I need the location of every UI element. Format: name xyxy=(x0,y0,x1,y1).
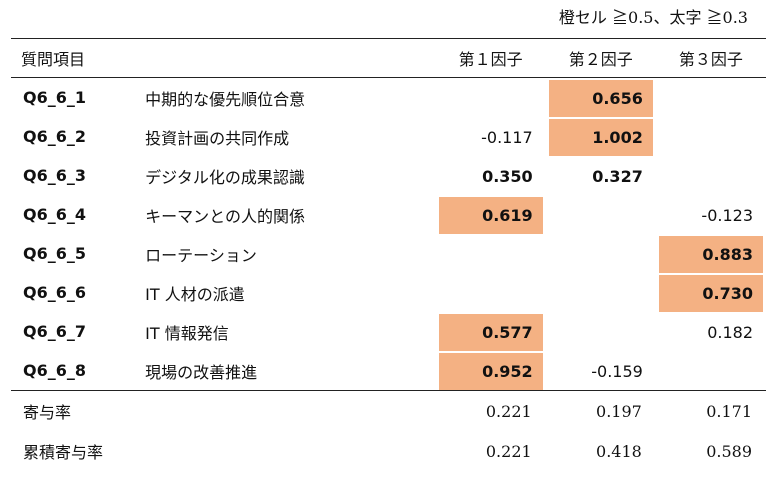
item-label: IT 人材の派遣 xyxy=(145,284,245,304)
header-factor-2: 第２因子 xyxy=(545,38,656,78)
loading-value xyxy=(549,197,653,234)
loading-factor-2: 0.656 xyxy=(546,78,656,118)
table-row: Q6_6_1 中期的な優先順位合意 0.656 xyxy=(11,78,766,118)
table-body: Q6_6_1 中期的な優先順位合意 0.656 Q6_6_2 投資計画の共同作成 -0.1… xyxy=(11,78,766,391)
loading-value: 0.952 xyxy=(438,352,543,390)
header-item: 質問項目 xyxy=(11,38,436,78)
loading-factor-2 xyxy=(546,234,656,273)
item-label: 投資計画の共同作成 xyxy=(145,128,290,148)
summary-row: 寄与率 0.221 0.197 0.171 xyxy=(11,390,766,431)
loading-value: -0.159 xyxy=(591,361,643,381)
item-code: Q6_6_6 xyxy=(23,283,86,302)
loading-value xyxy=(549,236,653,273)
table-row: Q6_6_2 投資計画の共同作成 -0.117 1.002 xyxy=(11,117,766,156)
loading-factor-2: 1.002 xyxy=(546,117,656,156)
loading-value: -0.117 xyxy=(481,127,533,147)
item-label: デジタル化の成果認識 xyxy=(145,167,305,187)
loading-factor-1: 0.577 xyxy=(436,312,546,351)
loading-value: 1.002 xyxy=(548,118,653,156)
loading-value: 0.730 xyxy=(658,274,763,312)
item-label: 現場の改善推進 xyxy=(145,362,258,382)
item-code: Q6_6_5 xyxy=(23,244,86,263)
summary-value-factor-1: 0.221 xyxy=(435,390,546,431)
summary-label: 累積寄与率 xyxy=(23,443,104,462)
summary-value-factor-2: 0.418 xyxy=(596,441,642,461)
loading-value: 0.182 xyxy=(707,322,753,342)
summary-row: 累積寄与率 0.221 0.418 0.589 xyxy=(11,431,766,471)
loading-factor-3 xyxy=(656,351,766,391)
loading-value: 0.327 xyxy=(592,166,643,186)
header-factor-1: 第１因子 xyxy=(435,38,546,78)
table-row: Q6_6_4 キーマンとの人的関係 0.619 -0.123 xyxy=(11,195,766,234)
item-code: Q6_6_3 xyxy=(23,166,86,185)
header-row: 質問項目 第１因子 第２因子 第３因子 xyxy=(11,38,766,78)
loading-value xyxy=(659,158,763,195)
loading-value: 0.883 xyxy=(658,235,763,273)
loading-value: 0.350 xyxy=(482,166,533,186)
loading-value xyxy=(439,236,543,273)
loading-factor-2 xyxy=(546,273,656,312)
table-row: Q6_6_6 IT 人材の派遣 0.730 xyxy=(11,273,766,312)
loading-value xyxy=(549,275,653,312)
loading-factor-2 xyxy=(546,195,656,234)
item-code: Q6_6_4 xyxy=(23,205,86,224)
loading-factor-1 xyxy=(436,273,546,312)
summary-value-factor-3: 0.589 xyxy=(706,441,752,461)
loading-value: 0.656 xyxy=(548,79,653,117)
table-row: Q6_6_7 IT 情報発信 0.577 0.182 xyxy=(11,312,766,351)
summary-label: 寄与率 xyxy=(11,390,436,431)
loading-value xyxy=(659,353,763,390)
loading-value: -0.123 xyxy=(701,205,753,225)
loading-factor-3: 0.182 xyxy=(656,312,766,351)
table-row: Q6_6_5 ローテーション 0.883 xyxy=(11,234,766,273)
loading-value: 0.577 xyxy=(438,313,543,351)
loading-factor-1: -0.117 xyxy=(436,117,546,156)
loading-factor-1 xyxy=(436,234,546,273)
summary-value-factor-3: 0.171 xyxy=(655,390,766,431)
loading-factor-3 xyxy=(656,117,766,156)
factor-loading-table: 質問項目 第１因子 第２因子 第３因子 Q6_6_1 中期的な優先順位合意 0.65… xyxy=(11,38,766,471)
legend-note: 橙セル ≧0.5、太字 ≧0.3 xyxy=(558,8,748,27)
loading-value xyxy=(439,275,543,312)
loading-factor-3: -0.123 xyxy=(656,195,766,234)
loading-factor-3 xyxy=(656,78,766,118)
loading-factor-1 xyxy=(436,78,546,118)
loading-value: 0.619 xyxy=(438,196,543,234)
item-code: Q6_6_7 xyxy=(23,322,86,341)
loading-factor-2: 0.327 xyxy=(546,156,656,195)
summary-value-factor-2: 0.197 xyxy=(545,390,656,431)
loading-factor-3: 0.883 xyxy=(656,234,766,273)
item-label: キーマンとの人的関係 xyxy=(145,206,305,226)
loading-value xyxy=(549,314,653,351)
summary-value-factor-1: 0.221 xyxy=(485,441,532,461)
loading-factor-2: -0.159 xyxy=(546,351,656,391)
item-code: Q6_6_1 xyxy=(23,88,86,107)
loading-value xyxy=(439,80,543,117)
item-label: 中期的な優先順位合意 xyxy=(145,89,306,109)
item-label: IT 情報発信 xyxy=(145,323,229,343)
loading-factor-1: 0.350 xyxy=(436,156,546,195)
item-label: ローテーション xyxy=(145,245,257,265)
table-row: Q6_6_8 現場の改善推進 0.952 -0.159 xyxy=(11,351,766,391)
loading-factor-3 xyxy=(656,156,766,195)
loading-factor-3: 0.730 xyxy=(656,273,766,312)
loading-factor-2 xyxy=(546,312,656,351)
item-code: Q6_6_2 xyxy=(23,127,86,146)
table-summary: 寄与率 0.221 0.197 0.171 累積寄与率 0.221 0.418 0.589 xyxy=(11,390,766,472)
header-factor-3: 第３因子 xyxy=(655,38,766,78)
loading-factor-1: 0.619 xyxy=(436,195,546,234)
loading-value xyxy=(659,80,763,117)
item-code: Q6_6_8 xyxy=(23,361,86,380)
table-row: Q6_6_3 デジタル化の成果認識 0.350 0.327 xyxy=(11,156,766,195)
loading-value xyxy=(659,119,763,156)
loading-factor-1: 0.952 xyxy=(436,351,546,391)
